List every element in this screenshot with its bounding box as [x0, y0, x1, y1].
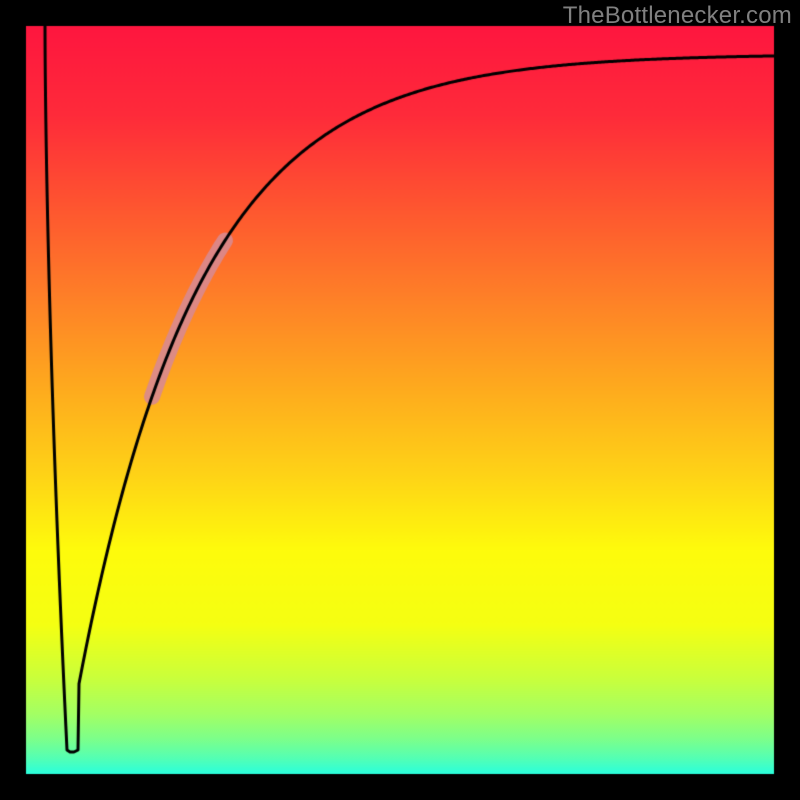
bottleneck-chart-canvas: [0, 0, 800, 800]
chart-stage: TheBottlenecker.com: [0, 0, 800, 800]
